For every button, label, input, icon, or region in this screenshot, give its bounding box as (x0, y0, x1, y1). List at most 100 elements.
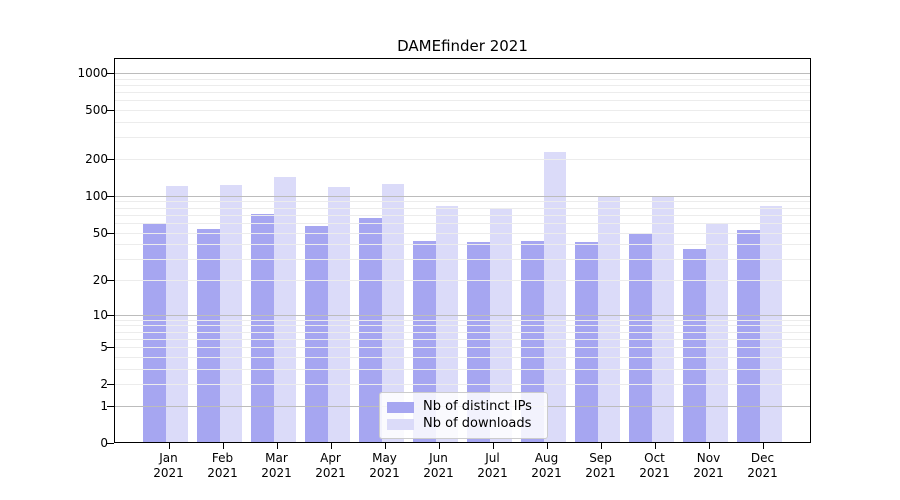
x-tick-label: Nov 2021 (678, 451, 740, 481)
bar-downloads-jun (435, 206, 458, 442)
bar-ips-may (359, 217, 382, 442)
gridline-minor (115, 201, 810, 203)
x-tick-label: Jul 2021 (462, 451, 524, 481)
gridline-major (115, 73, 810, 74)
y-tick-mark (107, 232, 114, 234)
x-tick-month: Oct (644, 451, 665, 465)
gridline-minor (115, 259, 810, 261)
bar-downloads-feb (219, 184, 242, 442)
bar-downloads-mar (273, 176, 296, 442)
gridline-minor (115, 347, 810, 349)
gridline-minor (115, 110, 810, 112)
x-tick-month: Dec (750, 451, 775, 465)
gridline-minor (115, 159, 810, 160)
y-tick-mark (107, 195, 114, 197)
x-tick-label: Feb 2021 (192, 451, 254, 481)
bar-downloads-sep (597, 197, 620, 442)
bar-ips-oct (629, 232, 652, 442)
bar-ips-jun (413, 240, 436, 442)
y-tick-label: 50 (92, 225, 108, 240)
x-tick-year: 2021 (207, 466, 238, 480)
legend-swatch-downloads (387, 418, 414, 430)
y-tick-label: 200 (85, 152, 108, 166)
x-tick-year: 2021 (153, 466, 184, 480)
x-tick-label: Aug 2021 (516, 451, 578, 481)
gridline-minor (115, 384, 810, 386)
bar-downloads-jan (165, 185, 188, 442)
x-tick-label: Mar 2021 (246, 451, 308, 481)
bar-downloads-apr (327, 187, 350, 442)
x-tick-mark (762, 443, 764, 449)
legend-swatch-ips (387, 401, 414, 413)
gridline-minor (115, 207, 810, 209)
y-tick-label: 5 (100, 340, 108, 355)
x-tick-label: Dec 2021 (732, 451, 794, 481)
x-tick-label: Jun 2021 (408, 451, 470, 481)
y-tick-mark (107, 314, 114, 316)
x-tick-mark (384, 443, 386, 449)
y-tick-label: 500 (85, 103, 108, 118)
y-tick-mark (107, 159, 114, 160)
x-tick-mark (330, 443, 332, 449)
y-tick-label: 2 (100, 377, 108, 392)
gridline-minor (115, 222, 810, 224)
x-tick-year: 2021 (693, 466, 724, 480)
chart-title: DAMEfinder 2021 (397, 37, 528, 55)
x-tick-mark (492, 443, 494, 449)
y-tick-mark (107, 384, 114, 386)
x-tick-month: Mar (265, 451, 288, 465)
y-tick-label: 1 (100, 398, 108, 413)
bar-ips-sep (575, 241, 598, 442)
y-tick-label: 10 (92, 307, 108, 322)
x-tick-month: Aug (534, 451, 559, 465)
gridline-minor (115, 92, 810, 94)
x-tick-mark (546, 443, 548, 449)
legend-label-ips: Nb of distinct IPs (423, 399, 532, 414)
x-tick-mark (276, 443, 278, 449)
gridline-minor (115, 368, 810, 370)
gridline-minor (115, 122, 810, 123)
x-tick-year: 2021 (639, 466, 670, 480)
bar-ips-feb (197, 229, 220, 442)
y-tick-mark (107, 110, 114, 112)
bar-ips-mar (251, 213, 274, 442)
bar-downloads-may (381, 184, 404, 442)
x-tick-month: May (372, 451, 397, 465)
bar-ips-nov (683, 248, 706, 442)
x-tick-month: Jul (485, 451, 500, 465)
y-tick-mark (107, 73, 114, 74)
x-tick-label: Apr 2021 (300, 451, 362, 481)
x-tick-label: Sep 2021 (570, 451, 632, 481)
gridline-minor (115, 85, 810, 86)
gridline-minor (115, 232, 810, 234)
x-tick-mark (438, 443, 440, 449)
x-tick-label: Jan 2021 (138, 451, 200, 481)
gridline-minor (115, 100, 810, 102)
x-tick-year: 2021 (747, 466, 778, 480)
x-tick-mark (600, 443, 602, 449)
x-tick-year: 2021 (585, 466, 616, 480)
gridline-major (115, 314, 810, 316)
x-tick-month: Sep (589, 451, 612, 465)
y-tick-label: 20 (92, 273, 108, 287)
x-tick-year: 2021 (423, 466, 454, 480)
legend-item-downloads: Nb of downloads (387, 416, 539, 432)
gridline-minor (115, 331, 810, 333)
x-tick-month: Feb (211, 451, 234, 465)
x-tick-year: 2021 (477, 466, 508, 480)
x-tick-year: 2021 (531, 466, 562, 480)
x-tick-month: Nov (696, 451, 721, 465)
x-tick-month: Jan (159, 451, 178, 465)
gridline-minor (115, 78, 810, 80)
y-tick-mark (107, 280, 114, 281)
x-tick-mark (654, 443, 656, 449)
bar-downloads-oct (651, 197, 674, 442)
gridline-minor (115, 356, 810, 358)
gridline-minor (115, 214, 810, 216)
x-tick-month: Apr (320, 451, 341, 465)
x-tick-year: 2021 (261, 466, 292, 480)
gridline-minor (115, 244, 810, 246)
gridline-minor (115, 280, 810, 281)
bar-ips-dec (737, 230, 760, 442)
gridline-major (115, 195, 810, 197)
